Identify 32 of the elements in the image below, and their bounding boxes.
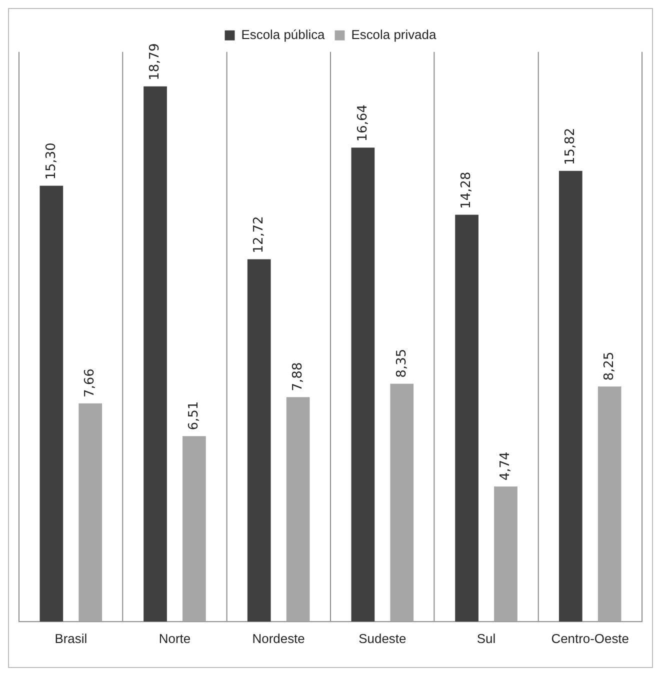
- bar: [455, 214, 478, 622]
- data-label: 8,35: [394, 348, 410, 378]
- data-label: 16,64: [355, 104, 370, 142]
- bar: [558, 170, 582, 622]
- data-label: 14,28: [459, 172, 474, 209]
- x-tick-label: Centro-Oeste: [551, 630, 629, 646]
- bar: [494, 486, 518, 622]
- bar: [40, 186, 64, 622]
- data-label: 18,79: [148, 43, 163, 80]
- data-label: 12,72: [251, 216, 266, 254]
- bar: [182, 436, 206, 622]
- x-tick-label: Sudeste: [358, 630, 406, 646]
- x-tick-label: Norte: [158, 630, 191, 646]
- x-tick-label: Sul: [476, 630, 496, 646]
- data-label: 15,30: [44, 142, 59, 180]
- data-label: 8,25: [602, 352, 617, 381]
- bar: [598, 386, 622, 622]
- bar: [390, 384, 414, 622]
- bar: [351, 148, 375, 622]
- bar: [78, 403, 102, 622]
- data-label: 6,51: [186, 401, 202, 430]
- data-label: 7,66: [82, 368, 98, 398]
- bar: [286, 397, 310, 622]
- x-tick-label: Brasil: [54, 630, 88, 646]
- bar: [144, 86, 167, 622]
- legend-label: Escola privada: [351, 26, 437, 42]
- data-label: 7,88: [290, 362, 306, 392]
- data-label: 15,82: [563, 128, 578, 165]
- legend-label: Escola pública: [241, 26, 326, 42]
- x-tick-label: Nordeste: [252, 630, 305, 646]
- bar: [247, 259, 271, 622]
- data-label: 4,74: [498, 452, 514, 481]
